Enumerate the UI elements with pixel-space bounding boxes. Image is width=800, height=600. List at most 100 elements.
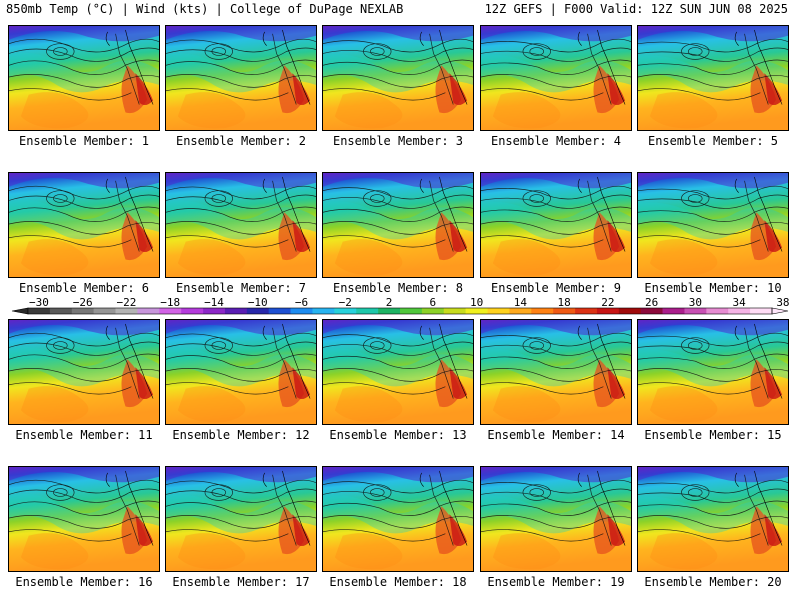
- temperature-wind-map: [323, 320, 473, 424]
- ensemble-map-panel: [637, 319, 789, 425]
- colorbar-tick-label: 22: [601, 297, 614, 309]
- colorbar-segment: [71, 308, 94, 314]
- colorbar-tick-label: 6: [430, 297, 437, 309]
- temperature-wind-map: [481, 26, 631, 130]
- ensemble-member-label: Ensemble Member: 15: [644, 428, 782, 442]
- temperature-wind-map: [9, 26, 159, 130]
- temperature-wind-map: [638, 467, 788, 571]
- colorbar-tick-label: 30: [689, 297, 702, 309]
- colorbar-segment: [356, 308, 379, 314]
- ensemble-member-label: Ensemble Member: 10: [644, 281, 782, 295]
- temperature-wind-map: [166, 173, 316, 277]
- ensemble-map-panel: [637, 172, 789, 278]
- ensemble-map-panel: [637, 466, 789, 572]
- temperature-wind-map: [323, 467, 473, 571]
- temperature-wind-map: [481, 467, 631, 571]
- ensemble-map-panel: [637, 25, 789, 131]
- ensemble-member-label: Ensemble Member: 1: [18, 134, 150, 148]
- temperature-wind-map: [638, 26, 788, 130]
- temperature-colorbar: −30 −26 −22 −18 −14 −10 −6 −2 2 6 10 14 18 22 26 30 34 38…: [11, 297, 790, 315]
- ensemble-map-panel: [8, 319, 160, 425]
- ensemble-member-label: Ensemble Member: 18: [329, 575, 467, 589]
- colorbar-segment: [443, 308, 466, 314]
- map-title: 850mb Temp (°C) | Wind (kts) | College o…: [6, 2, 404, 16]
- colorbar-segment: [290, 308, 313, 314]
- colorbar-segment: [334, 308, 357, 314]
- temperature-wind-map: [638, 320, 788, 424]
- colorbar-tick-label: 10: [470, 297, 483, 309]
- temperature-wind-map: [638, 173, 788, 277]
- colorbar-segment: [224, 308, 248, 314]
- ensemble-member-label: Ensemble Member: 7: [175, 281, 307, 295]
- colorbar-segment: [662, 308, 685, 314]
- ensemble-member-label: Ensemble Member: 8: [332, 281, 464, 295]
- colorbar-segment: [640, 308, 663, 314]
- colorbar-segment: [421, 308, 445, 314]
- colorbar-tick-label: 26: [645, 297, 658, 309]
- colorbar-segment: [49, 308, 73, 314]
- ensemble-member-label: Ensemble Member: 12: [172, 428, 310, 442]
- colorbar-tick-label: −18: [160, 297, 180, 309]
- colorbar-tick-label: −22: [117, 297, 137, 309]
- ensemble-member-label: Ensemble Member: 20: [644, 575, 782, 589]
- colorbar-segment: [159, 308, 182, 314]
- colorbar-segment: [400, 308, 423, 314]
- colorbar-segment: [268, 308, 291, 314]
- ensemble-member-label: Ensemble Member: 4: [490, 134, 622, 148]
- ensemble-map-panel: [165, 25, 317, 131]
- ensemble-member-label: Ensemble Member: 2: [175, 134, 307, 148]
- colorbar-tick-label: −6: [295, 297, 308, 309]
- colorbar-tick-label: −14: [204, 297, 224, 309]
- ensemble-member-label: Ensemble Member: 17: [172, 575, 310, 589]
- temperature-wind-map: [166, 26, 316, 130]
- colorbar-segment: [596, 308, 620, 314]
- ensemble-member-label: Ensemble Member: 5: [647, 134, 779, 148]
- colorbar-segment: [115, 308, 138, 314]
- temperature-wind-map: [9, 173, 159, 277]
- temperature-wind-map: [9, 467, 159, 571]
- ensemble-map-panel: [480, 25, 632, 131]
- colorbar-outline: [27, 307, 773, 315]
- temperature-wind-map: [166, 320, 316, 424]
- colorbar-tick-label: 2: [386, 297, 393, 309]
- temperature-wind-map: [323, 173, 473, 277]
- colorbar-segment: [706, 308, 729, 314]
- colorbar-segment: [684, 308, 707, 314]
- colorbar-segment: [312, 308, 335, 314]
- colorbar-segment: [575, 308, 598, 314]
- colorbar-segment: [181, 308, 204, 314]
- ensemble-map-panel: [8, 466, 160, 572]
- colorbar-tick-label: 38: [776, 297, 789, 309]
- ensemble-map-panel: [8, 172, 160, 278]
- colorbar-tick-label: −10: [248, 297, 268, 309]
- ensemble-member-label: Ensemble Member: 14: [487, 428, 625, 442]
- colorbar-segment: [618, 308, 642, 314]
- ensemble-map-panel: [480, 172, 632, 278]
- ensemble-member-label: Ensemble Member: 19: [487, 575, 625, 589]
- ensemble-map-panel: [165, 172, 317, 278]
- ensemble-map-panel: [165, 319, 317, 425]
- colorbar-segment: [246, 308, 270, 314]
- colorbar-segment: [203, 308, 226, 314]
- colorbar-tick-label: 18: [557, 297, 570, 309]
- colorbar-segment: [728, 308, 751, 314]
- temperature-wind-map: [481, 173, 631, 277]
- colorbar-segment: [28, 308, 51, 314]
- ensemble-map-panel: [322, 466, 474, 572]
- colorbar-segment: [487, 308, 510, 314]
- temperature-wind-map: [323, 26, 473, 130]
- colorbar-min-arrow: [11, 307, 29, 315]
- ensemble-map-panel: [165, 466, 317, 572]
- colorbar-segment: [531, 308, 554, 314]
- temperature-wind-map: [481, 320, 631, 424]
- ensemble-member-label: Ensemble Member: 13: [329, 428, 467, 442]
- ensemble-member-label: Ensemble Member: 6: [18, 281, 150, 295]
- ensemble-map-panel: [480, 319, 632, 425]
- ensemble-member-label: Ensemble Member: 3: [332, 134, 464, 148]
- ensemble-map-panel: [480, 466, 632, 572]
- colorbar-segment: [509, 308, 532, 314]
- colorbar-segment: [93, 308, 116, 314]
- colorbar-tick-label: 34: [733, 297, 747, 309]
- colorbar-segment: [750, 308, 773, 314]
- temperature-wind-map: [166, 467, 316, 571]
